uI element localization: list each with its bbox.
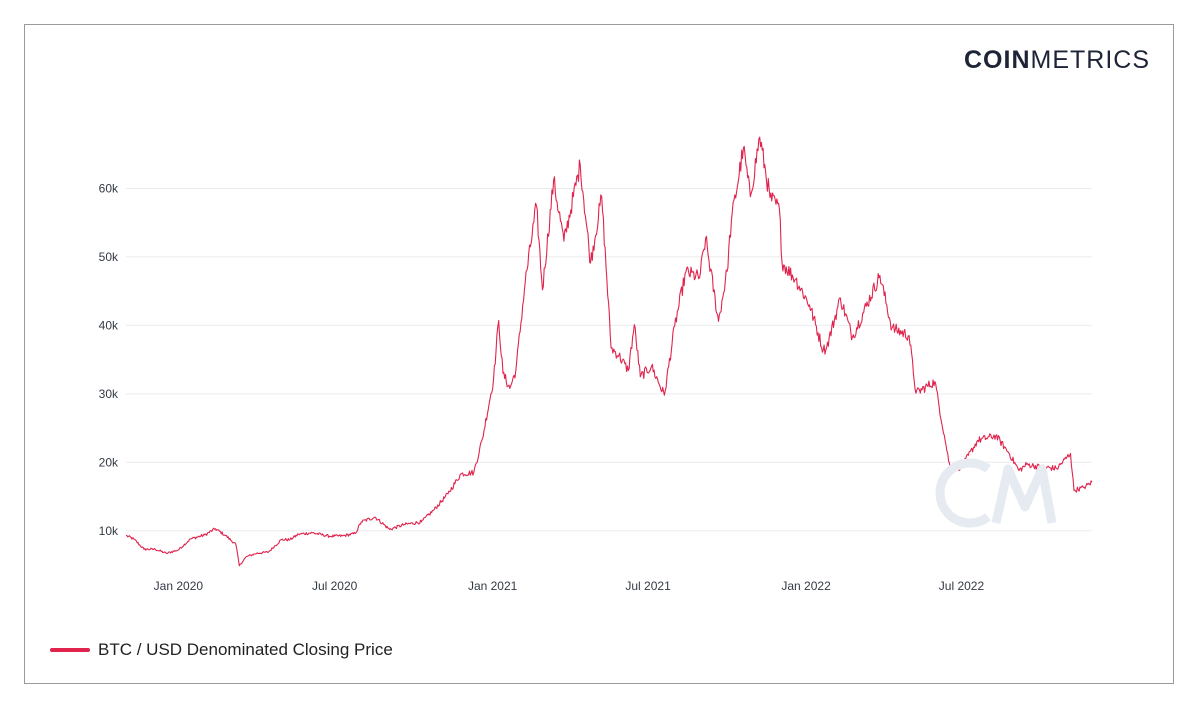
- legend-label: BTC / USD Denominated Closing Price: [98, 640, 393, 659]
- y-tick-label: 60k: [99, 181, 119, 195]
- logo-coin: COIN: [964, 46, 1031, 74]
- cm-watermark-logo: [935, 458, 1057, 528]
- x-tick-label: Jul 2022: [939, 579, 985, 593]
- series-line-btc-usd: [125, 136, 1093, 567]
- y-tick-label: 20k: [99, 455, 119, 469]
- y-tick-label: 10k: [99, 524, 119, 538]
- y-tick-label: 30k: [99, 387, 119, 401]
- x-tick-label: Jan 2020: [154, 579, 204, 593]
- x-tick-label: Jul 2020: [312, 579, 358, 593]
- y-tick-label: 50k: [99, 250, 119, 264]
- logo-metrics: METRICS: [1030, 46, 1150, 74]
- chart-frame: [24, 24, 1174, 684]
- x-tick-label: Jan 2022: [781, 579, 831, 593]
- y-tick-label: 40k: [99, 318, 119, 332]
- x-tick-label: Jul 2021: [625, 579, 671, 593]
- coinmetrics-logo: COINMETRICS: [964, 46, 1150, 75]
- legend-swatch: [50, 648, 90, 652]
- x-tick-label: Jan 2021: [468, 579, 518, 593]
- legend: BTC / USD Denominated Closing Price: [50, 640, 393, 660]
